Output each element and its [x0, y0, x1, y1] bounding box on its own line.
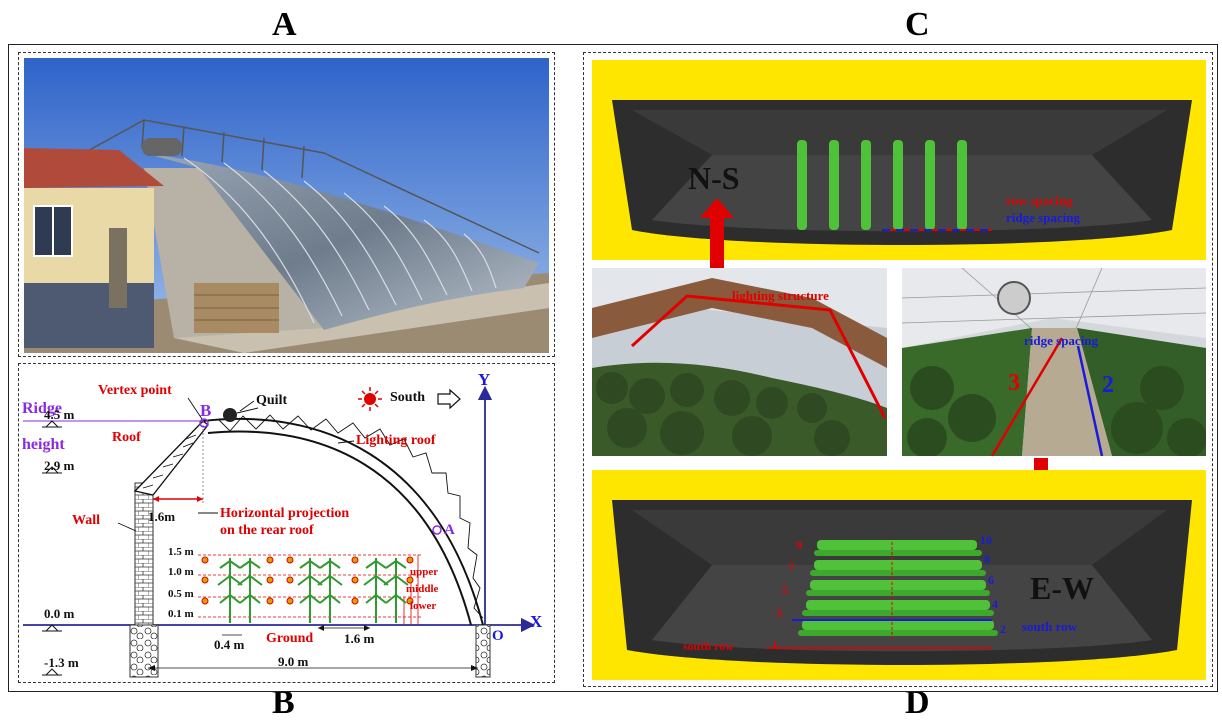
middle-label: middle [406, 583, 439, 595]
row-num-right-4: 4 [992, 597, 998, 611]
ns-crop-rows [797, 140, 967, 230]
height-1-0: 1.0 m [168, 566, 194, 578]
south-row-label-right: south row [1022, 619, 1078, 634]
panel-label-b: B [272, 684, 295, 721]
vertex-point-label: Vertex point [98, 383, 172, 398]
row-num-left-5: 5 [782, 583, 788, 597]
row-num-left-9: 9 [796, 538, 802, 552]
house-roof [24, 148, 164, 188]
outer-frame [8, 44, 1218, 692]
row-num-right-2: 2 [1000, 622, 1006, 636]
model-ns [592, 60, 1206, 260]
truss-web [217, 414, 484, 619]
row-spacing-label: row spacing [1006, 193, 1073, 208]
height-0-5: 0.5 m [168, 588, 194, 600]
lower-label: lower [410, 600, 437, 612]
point-a-label: A [444, 522, 455, 538]
roof-label: Roof [112, 430, 141, 445]
level-2-9: 2.9 m [44, 458, 75, 473]
ew-crop-rows [798, 540, 998, 636]
north-wall [134, 482, 154, 626]
fan [997, 281, 1031, 315]
south-label: South [390, 390, 426, 405]
lighting-structure-label: lighting structure [732, 288, 829, 303]
level-marks [42, 420, 62, 676]
height-word: height [22, 436, 65, 453]
greenhouse-photo [24, 58, 549, 353]
photo-ridge-spacing [902, 268, 1206, 456]
lighting-roof-outer [202, 417, 484, 626]
point-o-label: O [492, 628, 504, 644]
axis-y-label: Y [478, 370, 491, 389]
dim-0-4: 0.4 m [214, 637, 245, 652]
ridge-spacing-label-photo: ridge spacing [1024, 333, 1099, 348]
horizontal-projection-label-1: Horizontal projection [220, 506, 350, 521]
panel-label-c: C [905, 6, 930, 43]
panel-a-frame [18, 52, 555, 357]
level-0-0: 0.0 m [44, 606, 75, 621]
height-0-1: 0.1 m [168, 608, 194, 620]
ew-orientation-label: E-W [1030, 570, 1094, 606]
level-4-5: 4.5 m [44, 407, 75, 422]
upper-label: upper [410, 566, 439, 578]
photo-lighting-structure [592, 268, 887, 456]
panel-label-d: D [905, 684, 930, 721]
dim-1-6-ridge: 1.6 m [344, 631, 375, 646]
row-num-left-7: 7 [788, 560, 794, 574]
south-row-label-left: south row [683, 639, 734, 653]
panel-label-a: A [272, 6, 297, 43]
plants [217, 558, 409, 623]
row-num-right-10: 10 [980, 533, 992, 547]
sensor-markers [201, 556, 414, 605]
lighting-roof-label: Lighting roof [356, 433, 436, 448]
ridge-word: Ridge [22, 400, 62, 417]
point-b-label: B [200, 401, 212, 420]
wall-label: Wall [72, 513, 101, 528]
quilt-label: Quilt [256, 393, 288, 408]
rear-roof [133, 420, 209, 496]
level-neg-1-3: -1.3 m [44, 655, 79, 670]
row-num-right-8: 8 [984, 552, 990, 566]
quilt-roll [223, 408, 237, 422]
panel-b-frame [18, 363, 555, 683]
greenhouse-schematic [23, 385, 536, 678]
photo-num-3: 3 [1008, 370, 1020, 396]
point-a-marker [432, 525, 442, 535]
dim-9-0: 9.0 m [278, 654, 309, 669]
photo-num-2: 2 [1102, 372, 1114, 398]
axis-x-label: X [530, 612, 543, 631]
south-arrow-icon [437, 388, 461, 410]
horizontal-projection-label-2: on the rear roof [220, 523, 314, 538]
greenhouse-film [144, 153, 539, 330]
row-num-left-3: 3 [776, 606, 782, 620]
ridge-spacing-label-ns: ridge spacing [1006, 210, 1081, 225]
model-ew [592, 470, 1206, 680]
arch-lines [183, 157, 497, 324]
height-1-5: 1.5 m [168, 546, 194, 558]
sun-rays [358, 387, 382, 411]
ns-orientation-label: N-S [688, 160, 740, 196]
roof-railing [83, 119, 540, 254]
south-foundation [475, 624, 491, 678]
lighting-roof-inner [207, 430, 472, 626]
rear-roof-dim-label: 1.6m [148, 509, 176, 524]
arrow-up-icon [700, 198, 734, 268]
row-num-left-1: 1 [772, 638, 778, 652]
vertex-b-marker [199, 418, 209, 428]
row-num-right-6: 6 [988, 573, 994, 587]
panel-cd-frame [583, 52, 1213, 687]
sun-icon [364, 393, 376, 405]
ground-label: Ground [266, 631, 314, 646]
